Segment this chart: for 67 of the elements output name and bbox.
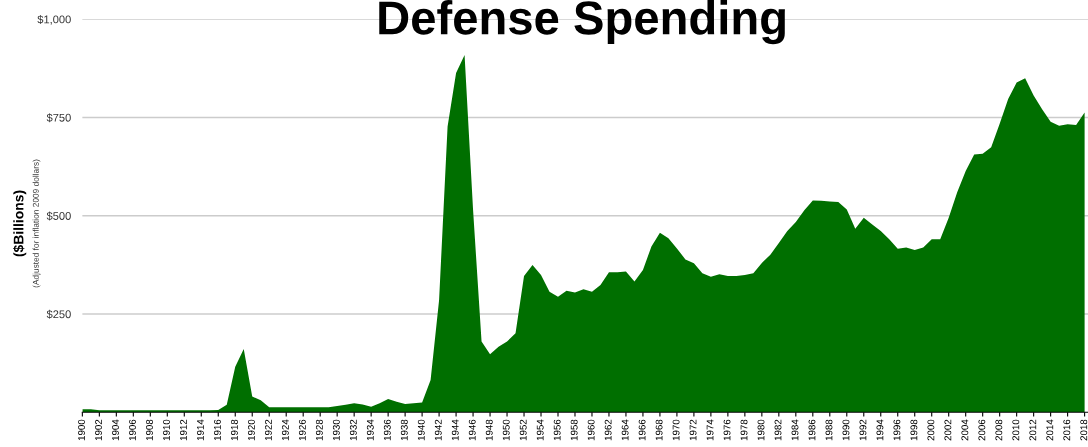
y-tick-label: $1,000 xyxy=(37,15,71,25)
x-tick-label: 1906 xyxy=(129,419,136,441)
x-tick-label: 1924 xyxy=(281,419,289,441)
x-tick-label: 2014 xyxy=(1046,419,1054,441)
x-tick-label: 1978 xyxy=(740,419,748,441)
x-tick-label: 1960 xyxy=(587,419,595,441)
x-tick-label: 1908 xyxy=(146,419,153,441)
x-tick-label: 1982 xyxy=(774,419,782,441)
x-tick-label: 2008 xyxy=(995,419,1003,441)
x-tick-label: 2006 xyxy=(978,419,986,441)
x-tick-label: 1998 xyxy=(910,419,918,441)
x-tick-label: 1956 xyxy=(553,419,561,441)
x-tick-label: 1980 xyxy=(757,419,765,441)
x-tick-label: 1988 xyxy=(825,419,833,441)
x-tick-label: 1932 xyxy=(349,419,357,441)
x-tick-label: 1922 xyxy=(264,419,272,441)
x-tick-label: 1942 xyxy=(434,419,442,441)
x-tick-label: 1976 xyxy=(723,419,731,441)
text: (Adjusted for inflation 2009 dollars) xyxy=(32,159,41,288)
x-tick-label: 1950 xyxy=(502,419,510,441)
x-tick-label: 1916 xyxy=(213,419,221,441)
x-tick-label: 1972 xyxy=(689,419,697,441)
x-tick-label: 1930 xyxy=(332,419,340,441)
x-tick-label: 1912 xyxy=(180,419,187,441)
y-tick-label: $250 xyxy=(46,309,71,319)
x-tick-label: 1948 xyxy=(485,419,493,441)
x-tick-label: 1968 xyxy=(655,419,663,441)
x-tick-label: 1940 xyxy=(417,419,425,441)
x-tick-label: 1902 xyxy=(95,419,102,441)
x-tick-label: 1996 xyxy=(893,419,901,441)
x-tick-label: 1986 xyxy=(808,419,816,441)
x-tick-label: 2012 xyxy=(1029,419,1037,441)
x-tick-label: 1966 xyxy=(638,419,646,441)
x-tick-label: 1952 xyxy=(519,419,527,441)
y-tick-label: $500 xyxy=(46,211,71,221)
x-tick-label: 1914 xyxy=(197,419,204,441)
x-tick-label: 2004 xyxy=(961,419,969,441)
x-tick-label: 1946 xyxy=(468,419,476,441)
x-tick-label: 1990 xyxy=(842,419,850,441)
y-tick-label: $750 xyxy=(46,113,71,123)
x-tick-label: 2002 xyxy=(944,419,952,441)
x-tick-label: 2000 xyxy=(927,419,935,441)
x-tick-label: 1918 xyxy=(230,419,238,441)
x-tick-label: 1904 xyxy=(112,419,119,441)
x-tick-label: 1964 xyxy=(621,419,629,441)
x-tick-label: 1984 xyxy=(791,419,799,441)
x-tick-label: 1944 xyxy=(451,419,459,441)
x-tick-label: 1992 xyxy=(859,419,867,441)
x-tick-label: 2016 xyxy=(1063,419,1071,441)
chart-title: Defense Spending xyxy=(379,0,785,45)
x-tick-label: 1900 xyxy=(78,419,85,441)
y-axis-title: ($Billions) xyxy=(13,190,27,257)
x-tick-label: 1994 xyxy=(876,419,884,441)
x-tick-label: 1970 xyxy=(672,419,680,441)
x-tick-label: 1962 xyxy=(604,419,612,441)
x-tick-label: 1910 xyxy=(163,419,170,441)
x-tick-label: 1934 xyxy=(366,419,374,441)
x-tick-label: 1928 xyxy=(315,419,323,441)
x-tick-label: 2010 xyxy=(1012,419,1020,441)
x-tick-label: 1974 xyxy=(706,419,714,441)
x-tick-label: 2018 xyxy=(1080,419,1088,441)
x-tick-label: 1958 xyxy=(570,419,578,441)
x-tick-label: 1938 xyxy=(400,419,408,441)
x-tick-label: 1936 xyxy=(383,419,391,441)
x-tick-label: 1920 xyxy=(247,419,255,441)
x-tick-label: 1954 xyxy=(536,419,544,441)
x-tick-label: 1926 xyxy=(298,419,306,441)
